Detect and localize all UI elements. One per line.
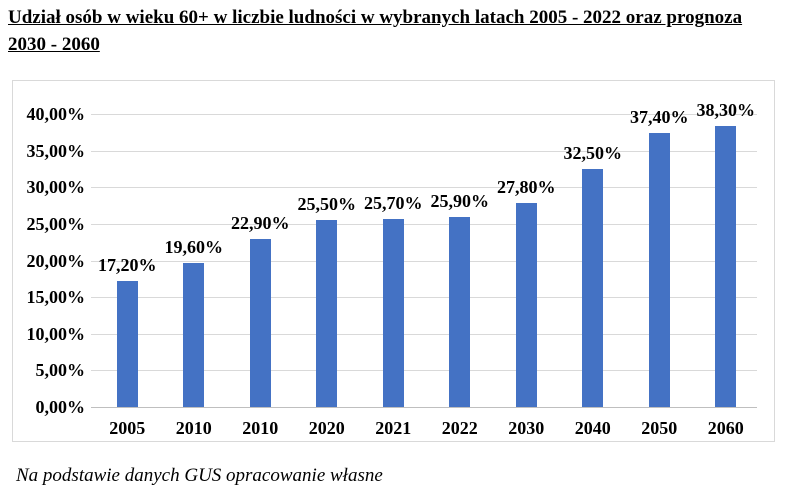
x-tick-label: 2020 [308, 418, 345, 438]
x-tick-label: 2050 [641, 418, 678, 438]
bar [515, 203, 537, 407]
gridline [91, 333, 757, 335]
bar [249, 239, 271, 407]
bar [116, 281, 138, 407]
bar-value-label: 37,40% [630, 107, 689, 128]
y-tick-label: 25,00% [26, 213, 86, 234]
bar-value-label: 19,60% [164, 237, 224, 258]
x-tick-label: 2022 [441, 418, 478, 438]
bar [582, 168, 604, 407]
chart-frame: 40,00% 35,00% 30,00% 25,00% 20,00% 15,00% 10,0… [12, 80, 775, 442]
x-tick-label: 2021 [375, 418, 412, 438]
bar [648, 133, 670, 407]
y-tick-label: 40,00% [26, 104, 86, 124]
x-tick-label: 2060 [707, 418, 744, 438]
bar-value-label: 22,90% [231, 213, 290, 234]
x-axis-line [91, 407, 757, 408]
x-tick-label: 2010 [175, 418, 212, 438]
bar-value-label: 25,90% [430, 191, 490, 212]
bar-value-label: 17,20% [98, 255, 157, 275]
gridline [91, 370, 757, 372]
bar [316, 220, 338, 407]
x-tick-label: 2010 [242, 418, 279, 438]
source-note: Na podstawie danych GUS opracowanie włas… [16, 465, 383, 486]
plot-area: 40,00% 35,00% 30,00% 25,00% 20,00% 15,00% 10,0… [13, 81, 774, 441]
bar [715, 126, 737, 407]
chart-title-line2: 2030 - 2060 [8, 34, 100, 55]
y-tick-label: 35,00% [26, 140, 86, 161]
bar-value-label: 27,80% [497, 177, 556, 198]
x-tick-label: 2030 [508, 418, 545, 438]
y-tick-label: 0,00% [35, 397, 86, 417]
x-tick-label: 2005 [109, 418, 146, 438]
bar [183, 263, 205, 407]
bar-value-label: 25,50% [297, 194, 357, 215]
chart-title: Udział osób w wieku 60+ w liczbie ludnoś… [8, 4, 793, 58]
x-tick-label: 2040 [574, 418, 611, 438]
bar [382, 218, 404, 407]
gridline [91, 223, 757, 225]
bar-value-label: 25,70% [364, 192, 423, 213]
gridline [91, 150, 757, 152]
gridline [91, 260, 757, 262]
bar-value-label: 32,50% [563, 142, 623, 163]
bar [449, 217, 471, 407]
y-tick-label: 20,00% [26, 250, 86, 271]
y-tick-label: 15,00% [26, 287, 86, 308]
bar-value-label: 38,30% [696, 100, 756, 121]
y-tick-label: 5,00% [35, 360, 86, 381]
y-tick-label: 30,00% [26, 177, 86, 198]
gridline [91, 187, 757, 189]
y-tick-label: 10,00% [26, 323, 86, 344]
chart-title-line1: Udział osób w wieku 60+ w liczbie ludnoś… [8, 7, 743, 28]
gridline [91, 297, 757, 299]
gridline [91, 114, 757, 115]
